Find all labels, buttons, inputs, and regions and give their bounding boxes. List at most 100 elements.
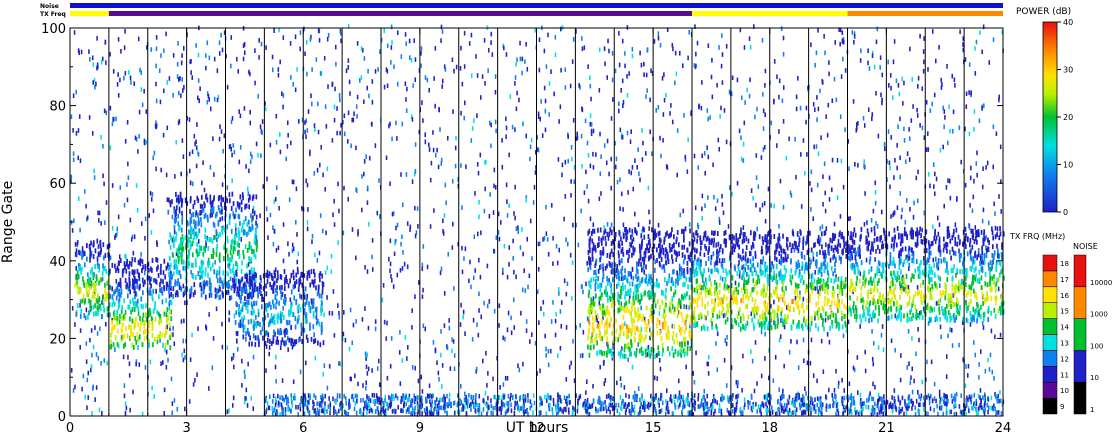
heatmap-cell xyxy=(400,241,402,247)
heatmap-cell xyxy=(234,283,237,289)
heatmap-cell xyxy=(579,394,582,399)
heatmap-cell xyxy=(385,401,388,407)
heatmap-cell xyxy=(626,130,629,136)
heatmap-cell xyxy=(654,259,656,265)
heatmap-cell xyxy=(970,394,973,400)
heatmap-cell xyxy=(930,359,933,365)
heatmap-cell xyxy=(980,260,983,265)
heatmap-cell xyxy=(461,269,464,275)
heatmap-cell xyxy=(785,155,788,161)
heatmap-cell xyxy=(414,365,416,371)
heatmap-cell xyxy=(479,152,482,158)
heatmap-cell xyxy=(965,397,967,403)
heatmap-cell xyxy=(171,199,173,205)
heatmap-cell xyxy=(764,83,766,88)
heatmap-cell xyxy=(286,120,289,126)
heatmap-cell xyxy=(363,159,366,164)
heatmap-cell xyxy=(75,89,77,95)
heatmap-cell xyxy=(156,257,159,263)
heatmap-cell xyxy=(113,324,116,330)
heatmap-cell xyxy=(915,398,918,404)
heatmap-cell xyxy=(260,41,263,47)
heatmap-cell xyxy=(118,281,120,287)
heatmap-cell xyxy=(950,327,953,333)
heatmap-cell xyxy=(517,229,519,235)
heatmap-cell xyxy=(88,289,90,295)
heatmap-cell xyxy=(655,393,657,398)
heatmap-cell xyxy=(493,394,496,400)
heatmap-cell xyxy=(218,51,221,56)
heatmap-cell xyxy=(348,402,350,407)
heatmap-cell xyxy=(514,127,516,132)
heatmap-cell xyxy=(311,233,314,239)
heatmap-cell xyxy=(564,67,567,72)
heatmap-cell xyxy=(500,399,503,404)
heatmap-cell xyxy=(545,64,548,69)
heatmap-cell xyxy=(842,404,845,410)
heatmap-cell xyxy=(281,378,284,383)
heatmap-cell xyxy=(90,240,92,246)
heatmap-cell xyxy=(153,278,155,283)
heatmap-cell xyxy=(595,152,597,157)
heatmap-cell xyxy=(227,271,229,277)
heatmap-cell xyxy=(368,155,371,161)
heatmap-cell xyxy=(291,344,294,350)
heatmap-cell xyxy=(526,409,528,414)
heatmap-cell xyxy=(123,393,126,399)
heatmap-cell xyxy=(196,248,198,254)
heatmap-cell xyxy=(159,331,162,337)
heatmap-cell xyxy=(232,249,235,255)
heatmap-cell xyxy=(782,388,784,394)
heatmap-cell xyxy=(244,296,246,302)
heatmap-cell xyxy=(178,198,180,204)
heatmap-cell xyxy=(179,76,181,81)
heatmap-cell xyxy=(863,163,865,169)
heatmap-cell xyxy=(508,262,510,267)
heatmap-cell xyxy=(506,401,508,406)
heatmap-cell xyxy=(940,334,942,340)
heatmap-cell xyxy=(178,281,181,287)
heatmap-cell xyxy=(320,145,323,150)
heatmap-cell xyxy=(448,398,451,403)
heatmap-cell xyxy=(119,281,122,287)
heatmap-cell xyxy=(548,405,550,411)
heatmap-cell xyxy=(76,303,79,309)
heatmap-cell xyxy=(925,99,928,105)
heatmap-cell xyxy=(217,94,220,100)
heatmap-cell xyxy=(649,97,651,103)
heatmap-cell xyxy=(91,352,93,358)
heatmap-cell xyxy=(170,332,173,338)
heatmap-cell xyxy=(464,391,466,397)
heatmap-cell xyxy=(371,238,374,243)
heatmap-cell xyxy=(181,210,183,216)
heatmap-cell xyxy=(926,359,928,365)
heatmap-cell xyxy=(366,185,369,191)
heatmap-cell xyxy=(224,201,226,207)
heatmap-cell xyxy=(478,403,481,408)
heatmap-cell xyxy=(623,385,626,390)
heatmap-cell xyxy=(483,37,486,43)
heatmap-cell xyxy=(824,317,827,323)
heatmap-cell xyxy=(585,408,587,414)
heatmap-cell xyxy=(105,110,108,116)
heatmap-cell xyxy=(842,333,845,339)
heatmap-cell xyxy=(395,393,397,399)
heatmap-cell xyxy=(916,113,919,118)
heatmap-cell xyxy=(111,121,114,127)
heatmap-cell xyxy=(213,197,215,202)
heatmap-cell xyxy=(281,91,283,96)
heatmap-cell xyxy=(168,288,170,294)
heatmap-cell xyxy=(809,360,812,366)
heatmap-cell xyxy=(390,60,392,65)
heatmap-cell xyxy=(704,411,706,417)
heatmap-cell xyxy=(693,399,696,404)
heatmap-cell xyxy=(338,408,340,414)
heatmap-cell xyxy=(722,313,725,319)
heatmap-cell xyxy=(810,410,812,416)
heatmap-cell xyxy=(107,252,110,258)
heatmap-cell xyxy=(484,159,486,165)
heatmap-cell xyxy=(313,123,316,128)
heatmap-cell xyxy=(431,394,433,399)
heatmap-cell xyxy=(887,129,890,134)
heatmap-cell xyxy=(952,293,955,298)
